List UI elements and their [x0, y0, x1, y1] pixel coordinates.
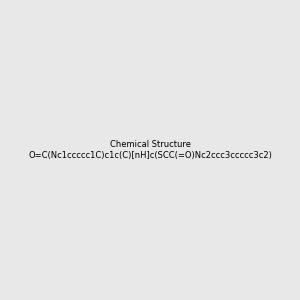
Text: Chemical Structure
O=C(Nc1ccccc1C)c1c(C)[nH]c(SCC(=O)Nc2ccc3ccccc3c2): Chemical Structure O=C(Nc1ccccc1C)c1c(C)… [28, 140, 272, 160]
